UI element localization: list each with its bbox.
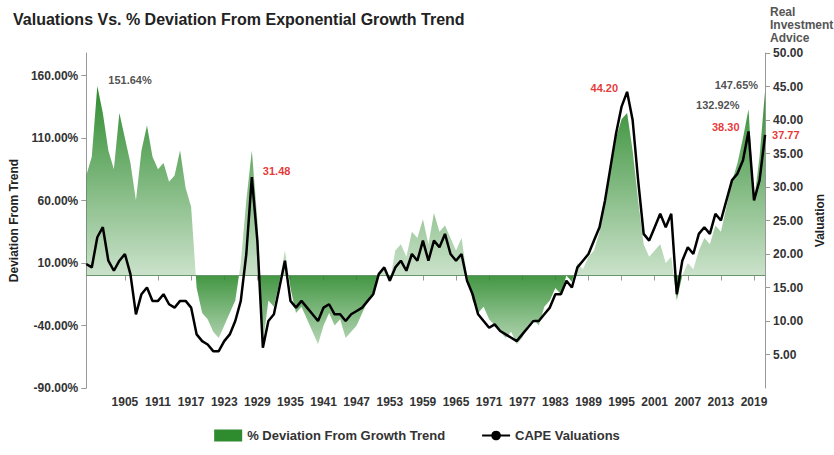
svg-text:110.00%: 110.00% xyxy=(32,131,79,145)
svg-text:-90.00%: -90.00% xyxy=(34,381,79,395)
svg-text:Investment: Investment xyxy=(770,18,833,32)
svg-text:50.00: 50.00 xyxy=(773,46,803,60)
svg-text:CAPE Valuations: CAPE Valuations xyxy=(515,428,620,443)
svg-text:37.77: 37.77 xyxy=(772,129,800,141)
svg-text:35.00: 35.00 xyxy=(773,147,803,161)
svg-text:2001: 2001 xyxy=(641,395,668,409)
svg-text:Deviation From Trend: Deviation From Trend xyxy=(7,159,21,282)
svg-text:44.20: 44.20 xyxy=(591,82,619,94)
svg-text:Advice: Advice xyxy=(770,31,810,45)
svg-text:2019: 2019 xyxy=(741,395,768,409)
svg-text:1947: 1947 xyxy=(343,395,370,409)
svg-text:2007: 2007 xyxy=(674,395,701,409)
svg-text:1977: 1977 xyxy=(509,395,536,409)
svg-text:40.00: 40.00 xyxy=(773,113,803,127)
svg-text:1953: 1953 xyxy=(376,395,403,409)
svg-text:1917: 1917 xyxy=(178,395,205,409)
svg-text:160.00%: 160.00% xyxy=(31,69,79,83)
svg-text:10.00%: 10.00% xyxy=(38,256,79,270)
svg-text:1983: 1983 xyxy=(542,395,569,409)
svg-text:1965: 1965 xyxy=(443,395,470,409)
svg-text:-40.00%: -40.00% xyxy=(34,319,79,333)
svg-text:60.00%: 60.00% xyxy=(38,194,79,208)
svg-text:1971: 1971 xyxy=(476,395,503,409)
svg-text:1923: 1923 xyxy=(211,395,238,409)
svg-text:31.48: 31.48 xyxy=(263,165,291,177)
svg-text:Valuation: Valuation xyxy=(813,194,827,247)
svg-text:10.00: 10.00 xyxy=(773,314,803,328)
svg-text:151.64%: 151.64% xyxy=(108,74,152,86)
svg-text:1941: 1941 xyxy=(310,395,337,409)
svg-text:132.92%: 132.92% xyxy=(696,99,740,111)
svg-text:5.00: 5.00 xyxy=(773,348,797,362)
svg-text:45.00: 45.00 xyxy=(773,80,803,94)
svg-text:15.00: 15.00 xyxy=(773,281,803,295)
svg-text:30.00: 30.00 xyxy=(773,180,803,194)
svg-text:1911: 1911 xyxy=(145,395,171,409)
svg-text:20.00: 20.00 xyxy=(773,247,803,261)
svg-text:Real: Real xyxy=(770,5,795,19)
svg-text:25.00: 25.00 xyxy=(773,214,803,228)
svg-text:% Deviation From Growth Trend: % Deviation From Growth Trend xyxy=(247,428,445,443)
svg-text:2013: 2013 xyxy=(708,395,735,409)
svg-text:1959: 1959 xyxy=(410,395,437,409)
svg-text:1989: 1989 xyxy=(575,395,602,409)
svg-text:38.30: 38.30 xyxy=(712,121,740,133)
svg-text:1905: 1905 xyxy=(112,395,139,409)
svg-text:Valuations Vs. % Deviation Fro: Valuations Vs. % Deviation From Exponent… xyxy=(13,11,465,28)
svg-text:1935: 1935 xyxy=(277,395,304,409)
svg-text:147.65%: 147.65% xyxy=(715,79,759,91)
svg-text:1995: 1995 xyxy=(608,395,635,409)
svg-text:1929: 1929 xyxy=(244,395,271,409)
